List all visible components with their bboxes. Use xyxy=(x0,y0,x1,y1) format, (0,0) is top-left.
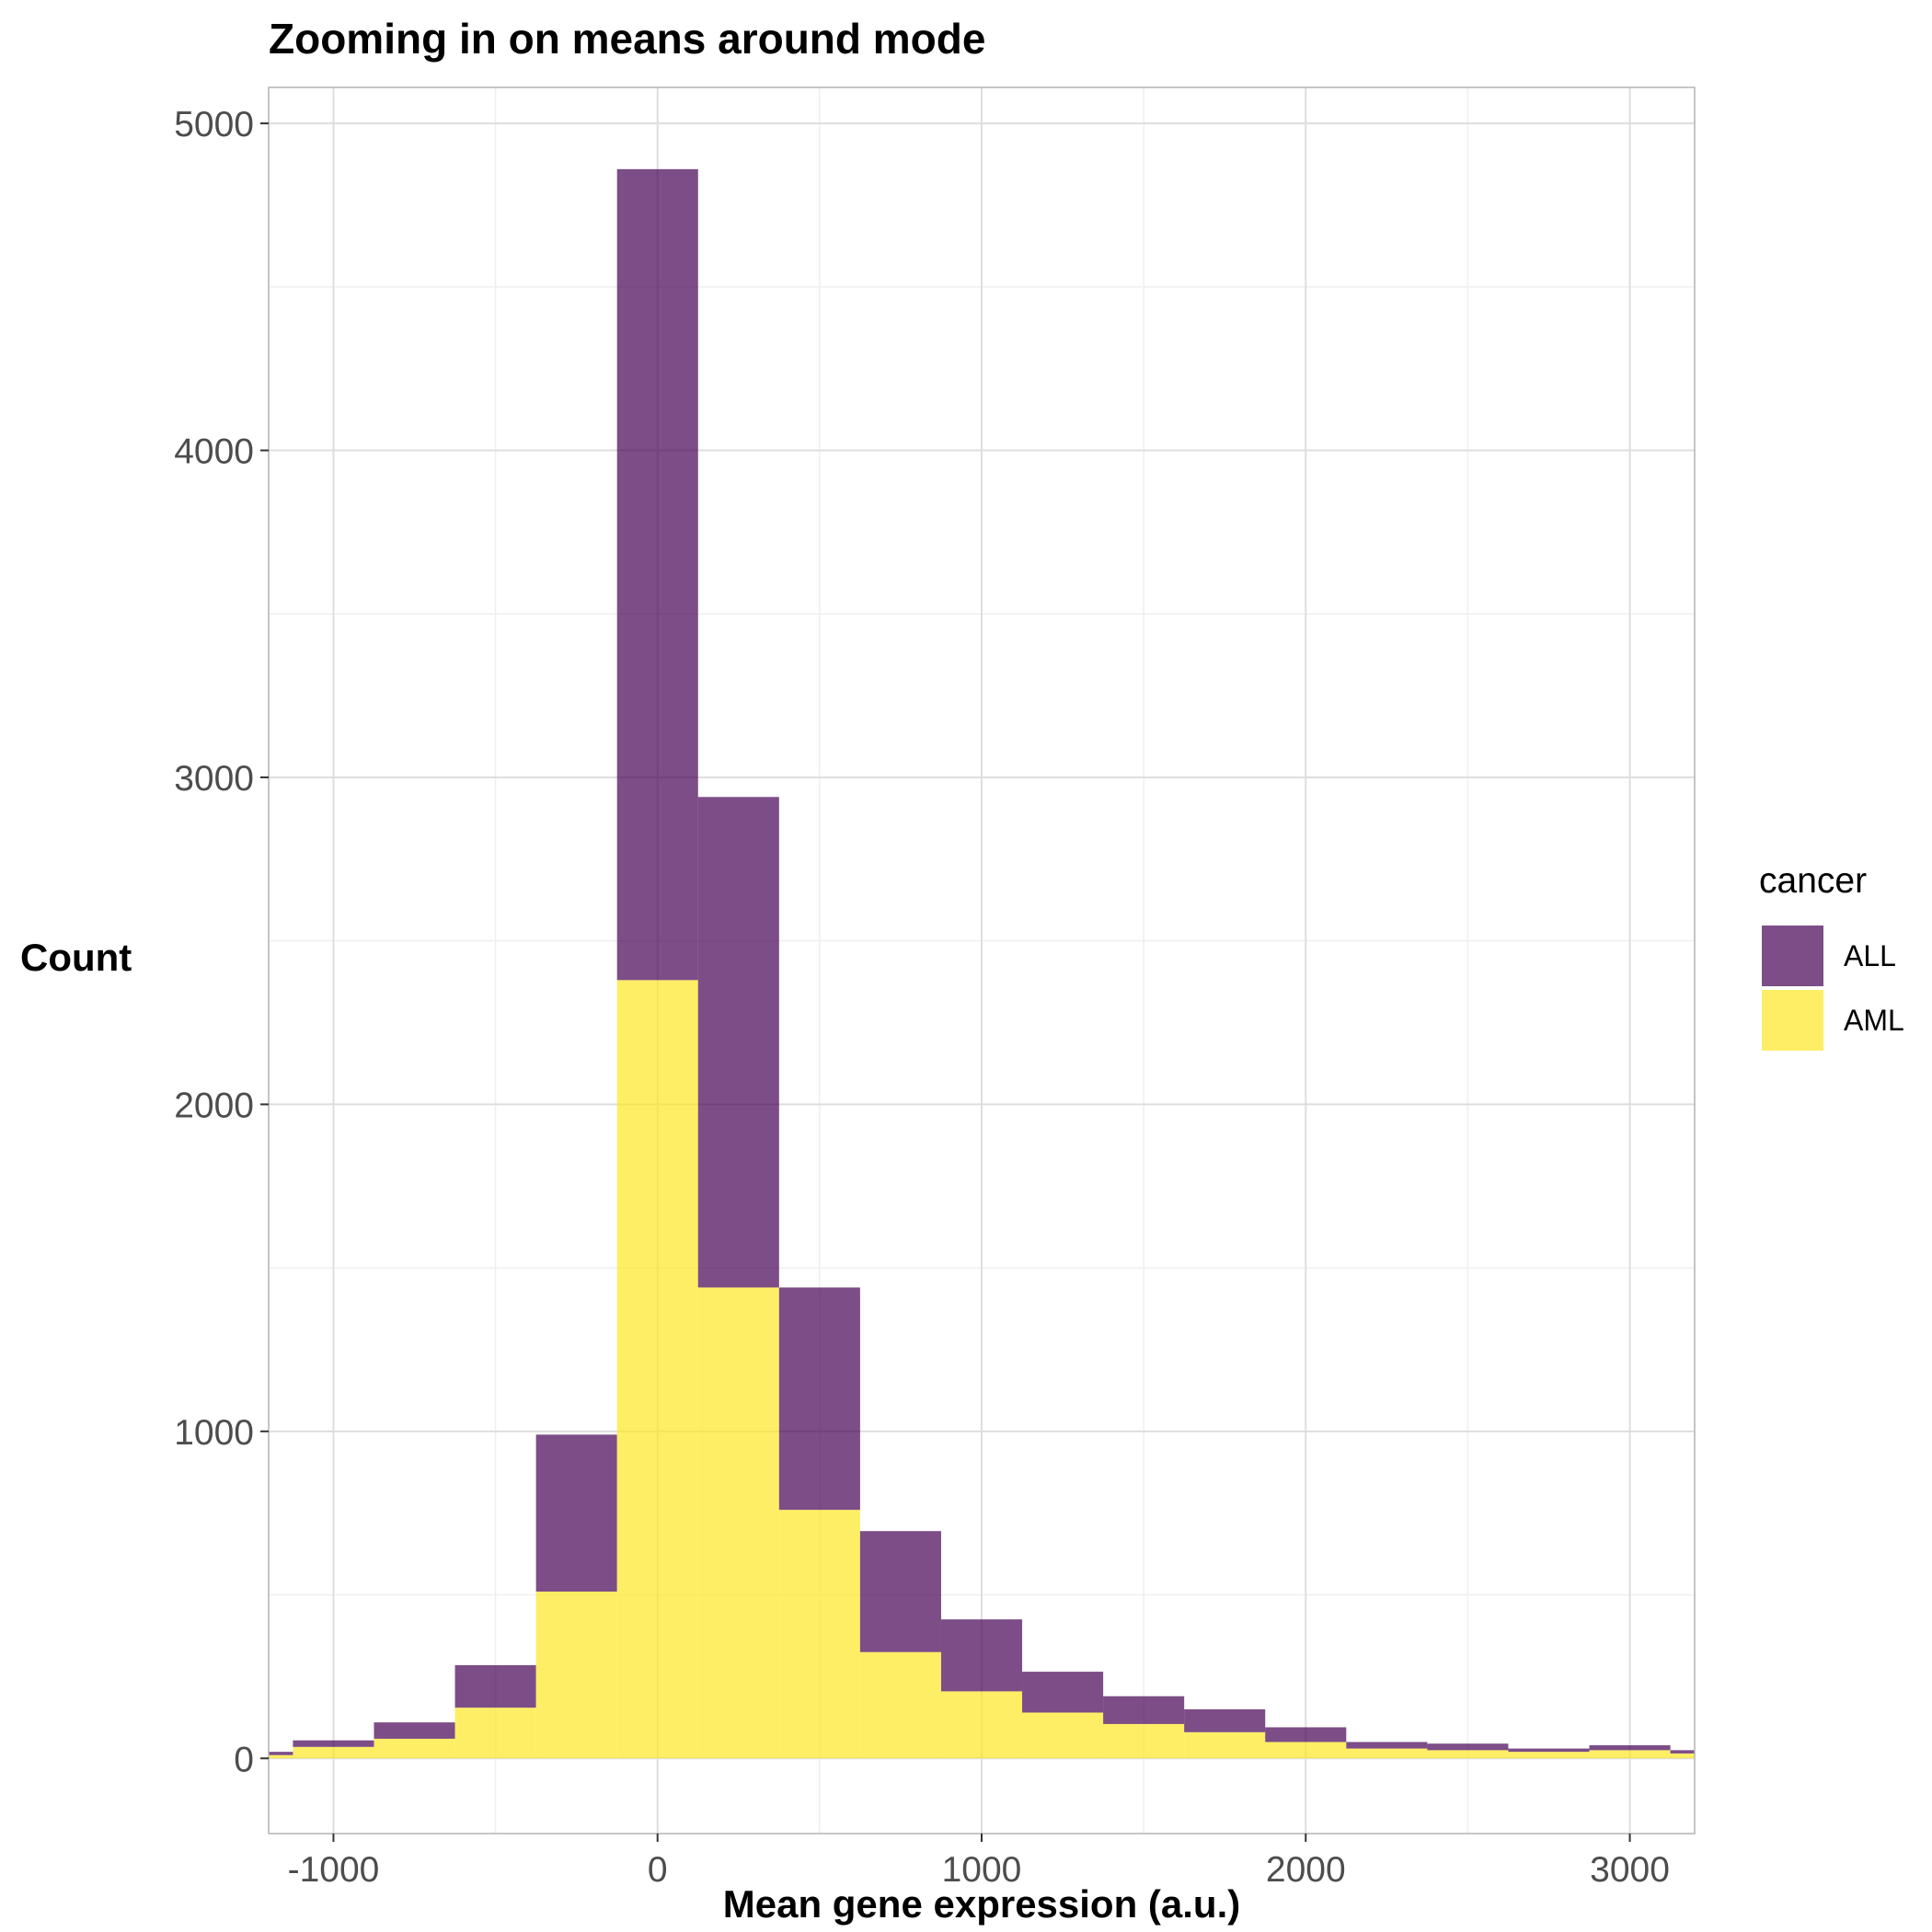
x-axis-title: Mean gene expression (a.u.) xyxy=(723,1882,1241,1926)
bar-all xyxy=(535,1434,617,1592)
y-tick-label: 4000 xyxy=(174,432,254,472)
bar-aml xyxy=(269,1754,293,1759)
bar-all xyxy=(454,1664,536,1708)
bar-all xyxy=(1184,1708,1266,1732)
bar-aml xyxy=(859,1651,941,1759)
y-tick-label: 0 xyxy=(234,1740,254,1779)
bar-all xyxy=(1103,1696,1185,1724)
histogram-bars xyxy=(269,168,1695,1759)
chart-title: Zooming in on means around mode xyxy=(269,15,985,63)
bar-aml xyxy=(454,1708,536,1759)
bar-all xyxy=(1022,1672,1104,1713)
bar-all xyxy=(1346,1742,1428,1749)
legend-key-all xyxy=(1762,926,1823,986)
bar-aml xyxy=(616,980,698,1759)
bar-all xyxy=(293,1740,374,1747)
x-tick-label: 0 xyxy=(648,1850,668,1890)
bar-aml xyxy=(1589,1750,1671,1759)
bar-aml xyxy=(940,1691,1023,1759)
bar-all xyxy=(374,1722,455,1739)
bar-aml xyxy=(1103,1723,1185,1759)
y-axis-title: Count xyxy=(20,936,132,979)
bar-aml xyxy=(1184,1731,1266,1759)
x-tick-label: 3000 xyxy=(1590,1850,1670,1890)
bar-all xyxy=(778,1287,860,1511)
bar-all xyxy=(1670,1750,1695,1754)
bar-all xyxy=(859,1531,941,1652)
legend-key-aml xyxy=(1762,990,1823,1051)
grid-lines xyxy=(269,87,1695,1834)
bar-all xyxy=(697,797,779,1288)
legend-label-aml: AML xyxy=(1844,1004,1904,1037)
x-tick-label: 2000 xyxy=(1266,1850,1346,1890)
x-tick-label: -1000 xyxy=(288,1850,380,1890)
x-tick-label: 1000 xyxy=(942,1850,1022,1890)
bar-all xyxy=(940,1619,1023,1692)
bar-aml xyxy=(1022,1712,1104,1759)
bar-all xyxy=(1265,1727,1347,1742)
bar-all xyxy=(1508,1748,1590,1753)
bar-aml xyxy=(293,1746,374,1759)
bar-all xyxy=(269,1752,293,1755)
y-tick-label: 2000 xyxy=(174,1086,254,1125)
bar-aml xyxy=(374,1738,455,1759)
bar-aml xyxy=(1670,1753,1695,1759)
bar-aml xyxy=(1346,1748,1428,1759)
legend-label-all: ALL xyxy=(1844,939,1896,972)
bar-aml xyxy=(778,1510,860,1759)
bar-aml xyxy=(1265,1742,1347,1759)
y-tick-label: 3000 xyxy=(174,759,254,799)
bar-aml xyxy=(697,1287,779,1759)
bar-aml xyxy=(1427,1750,1509,1759)
bar-all xyxy=(1589,1745,1671,1751)
y-tick-label: 1000 xyxy=(174,1413,254,1453)
bar-aml xyxy=(1508,1752,1590,1759)
axis-ticks: -1000 0 1000 2000 3000 0 1000 2000 3000 4000 5000 xyxy=(174,105,1670,1890)
y-tick-label: 5000 xyxy=(174,105,254,144)
legend: cancer ALL AML xyxy=(1759,861,1904,1051)
bar-aml xyxy=(535,1591,617,1759)
bar-all xyxy=(616,168,698,981)
bar-all xyxy=(1427,1743,1509,1751)
legend-title: cancer xyxy=(1759,861,1867,901)
